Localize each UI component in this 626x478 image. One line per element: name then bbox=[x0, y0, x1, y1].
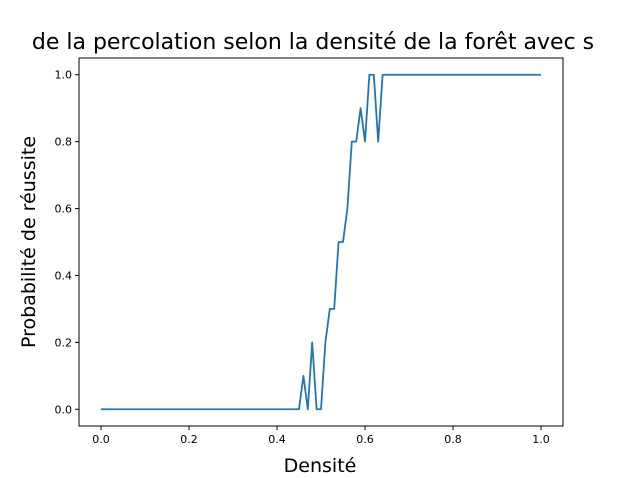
chart-title: de la percolation selon la densité de la… bbox=[32, 30, 594, 55]
x-tick-label-1: 0.2 bbox=[180, 433, 198, 446]
x-tick-label-2: 0.4 bbox=[268, 433, 286, 446]
y-tick-label-4: 0.8 bbox=[55, 136, 73, 149]
x-tick-label-4: 0.8 bbox=[444, 433, 462, 446]
y-tick-label-2: 0.4 bbox=[55, 269, 73, 282]
x-tick-label-0: 0.0 bbox=[92, 433, 110, 446]
plot-frame bbox=[78, 57, 564, 427]
series-line-0 bbox=[101, 73, 541, 411]
x-tick-label-3: 0.6 bbox=[356, 433, 374, 446]
y-tick-label-5: 1.0 bbox=[55, 69, 73, 82]
x-tick-label-5: 1.0 bbox=[532, 433, 550, 446]
y-tick-label-1: 0.2 bbox=[55, 336, 73, 349]
y-tick-label-3: 0.6 bbox=[55, 203, 73, 216]
y-tick-label-0: 0.0 bbox=[55, 403, 73, 416]
x-axis-label: Densité bbox=[284, 455, 357, 477]
y-axis-label: Probabilité de réussite bbox=[18, 136, 40, 348]
